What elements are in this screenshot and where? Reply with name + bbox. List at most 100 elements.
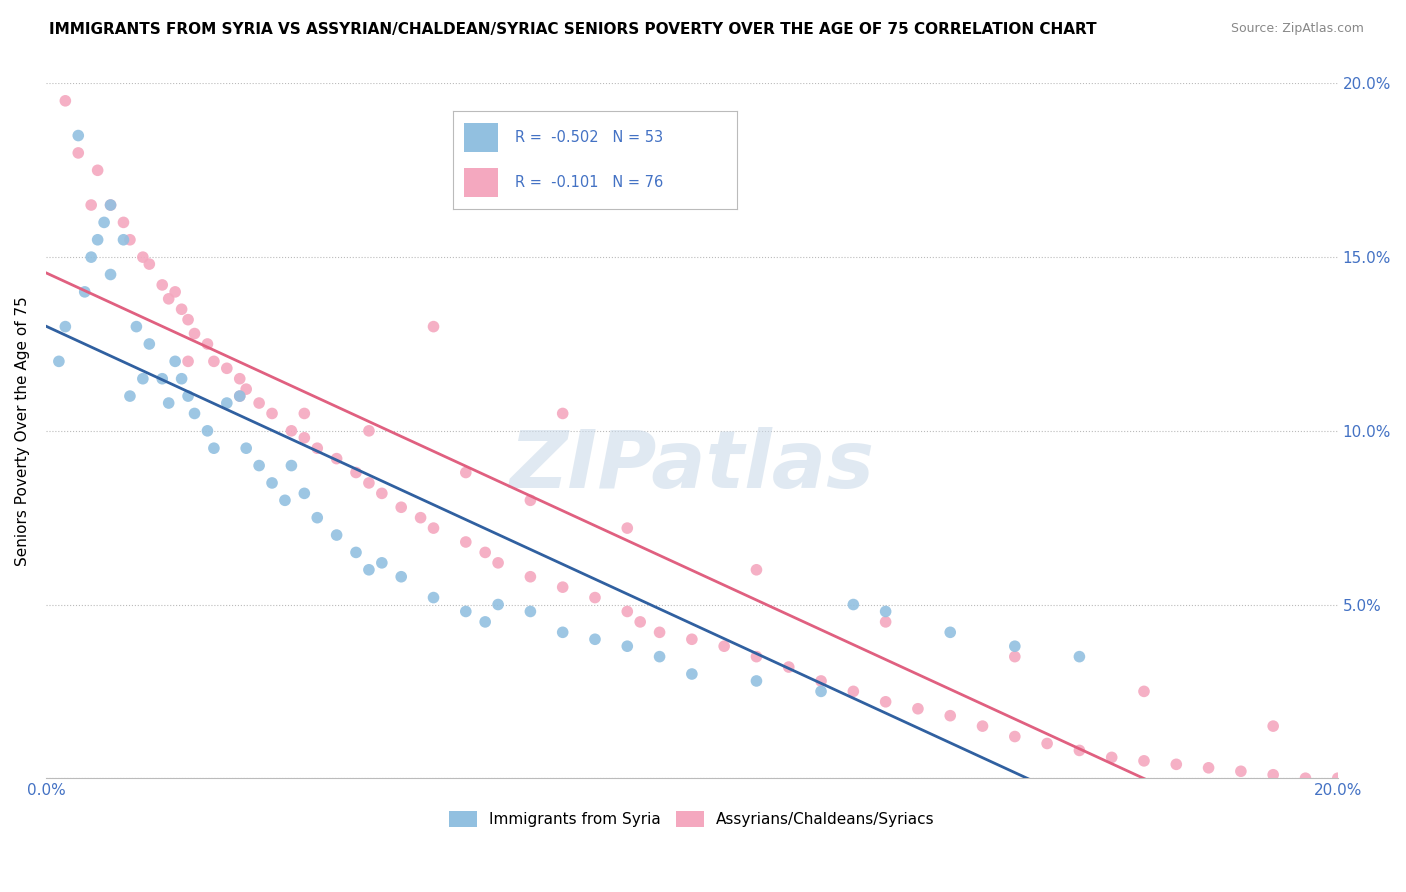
Point [229,389,252,403]
Point [292,407,315,421]
Point [1294,771,1316,785]
Point [681,667,703,681]
Point [100,268,122,282]
Point [150,372,173,386]
Point [616,605,638,619]
Point [875,615,897,629]
Point [53,319,76,334]
Point [713,639,735,653]
Point [422,521,444,535]
Point [1004,730,1026,744]
Point [972,719,994,733]
Point [454,535,477,549]
Point [551,580,574,594]
Text: ZIPatlas: ZIPatlas [509,426,875,505]
Point [357,424,380,438]
Point [202,441,225,455]
Point [648,625,671,640]
Point [842,598,865,612]
Point [177,312,200,326]
Point [616,639,638,653]
Y-axis label: Seniors Poverty Over the Age of 75: Seniors Poverty Over the Age of 75 [15,296,30,566]
Text: Source: ZipAtlas.com: Source: ZipAtlas.com [1230,22,1364,36]
Point [157,292,180,306]
Point [1004,639,1026,653]
Point [1263,719,1285,733]
Point [1198,761,1220,775]
Point [274,493,297,508]
Point [474,615,496,629]
Legend: Immigrants from Syria, Assyrians/Chaldeans/Syriacs: Immigrants from Syria, Assyrians/Chaldea… [443,805,941,833]
Point [80,198,103,212]
Point [519,570,541,584]
Point [100,198,122,212]
Point [371,556,394,570]
Point [1263,768,1285,782]
Point [177,354,200,368]
Point [681,632,703,647]
Point [165,285,187,299]
Point [1036,737,1059,751]
Point [778,660,800,674]
Point [810,684,832,698]
Point [389,500,412,515]
Point [939,708,962,723]
Point [1326,771,1348,785]
Point [100,198,122,212]
Point [215,396,238,410]
Point [551,625,574,640]
Point [132,372,155,386]
Point [53,94,76,108]
Point [357,563,380,577]
Point [1133,684,1156,698]
Point [215,361,238,376]
Point [583,632,606,647]
Point [132,250,155,264]
Point [1069,743,1091,757]
Point [875,695,897,709]
Point [280,424,302,438]
Point [260,475,283,490]
Point [170,372,193,386]
Point [939,625,962,640]
Point [422,319,444,334]
Point [202,354,225,368]
Point [325,528,347,542]
Point [86,163,108,178]
Point [292,431,315,445]
Point [67,128,90,143]
Point [1101,750,1123,764]
Point [247,458,270,473]
Point [616,521,638,535]
Point [170,302,193,317]
Point [229,389,252,403]
Point [197,337,219,351]
Point [118,233,141,247]
Text: IMMIGRANTS FROM SYRIA VS ASSYRIAN/CHALDEAN/SYRIAC SENIORS POVERTY OVER THE AGE O: IMMIGRANTS FROM SYRIA VS ASSYRIAN/CHALDE… [49,22,1097,37]
Point [112,215,135,229]
Point [357,475,380,490]
Point [875,605,897,619]
Point [165,354,187,368]
Point [519,493,541,508]
Point [1166,757,1188,772]
Point [112,233,135,247]
Point [247,396,270,410]
Point [183,326,205,341]
Point [583,591,606,605]
Point [197,424,219,438]
Point [80,250,103,264]
Point [628,615,651,629]
Point [73,285,96,299]
Point [150,277,173,292]
Point [235,441,257,455]
Point [519,605,541,619]
Point [325,451,347,466]
Point [422,591,444,605]
Point [344,545,367,559]
Point [648,649,671,664]
Point [183,407,205,421]
Point [344,466,367,480]
Point [157,396,180,410]
Point [1004,649,1026,664]
